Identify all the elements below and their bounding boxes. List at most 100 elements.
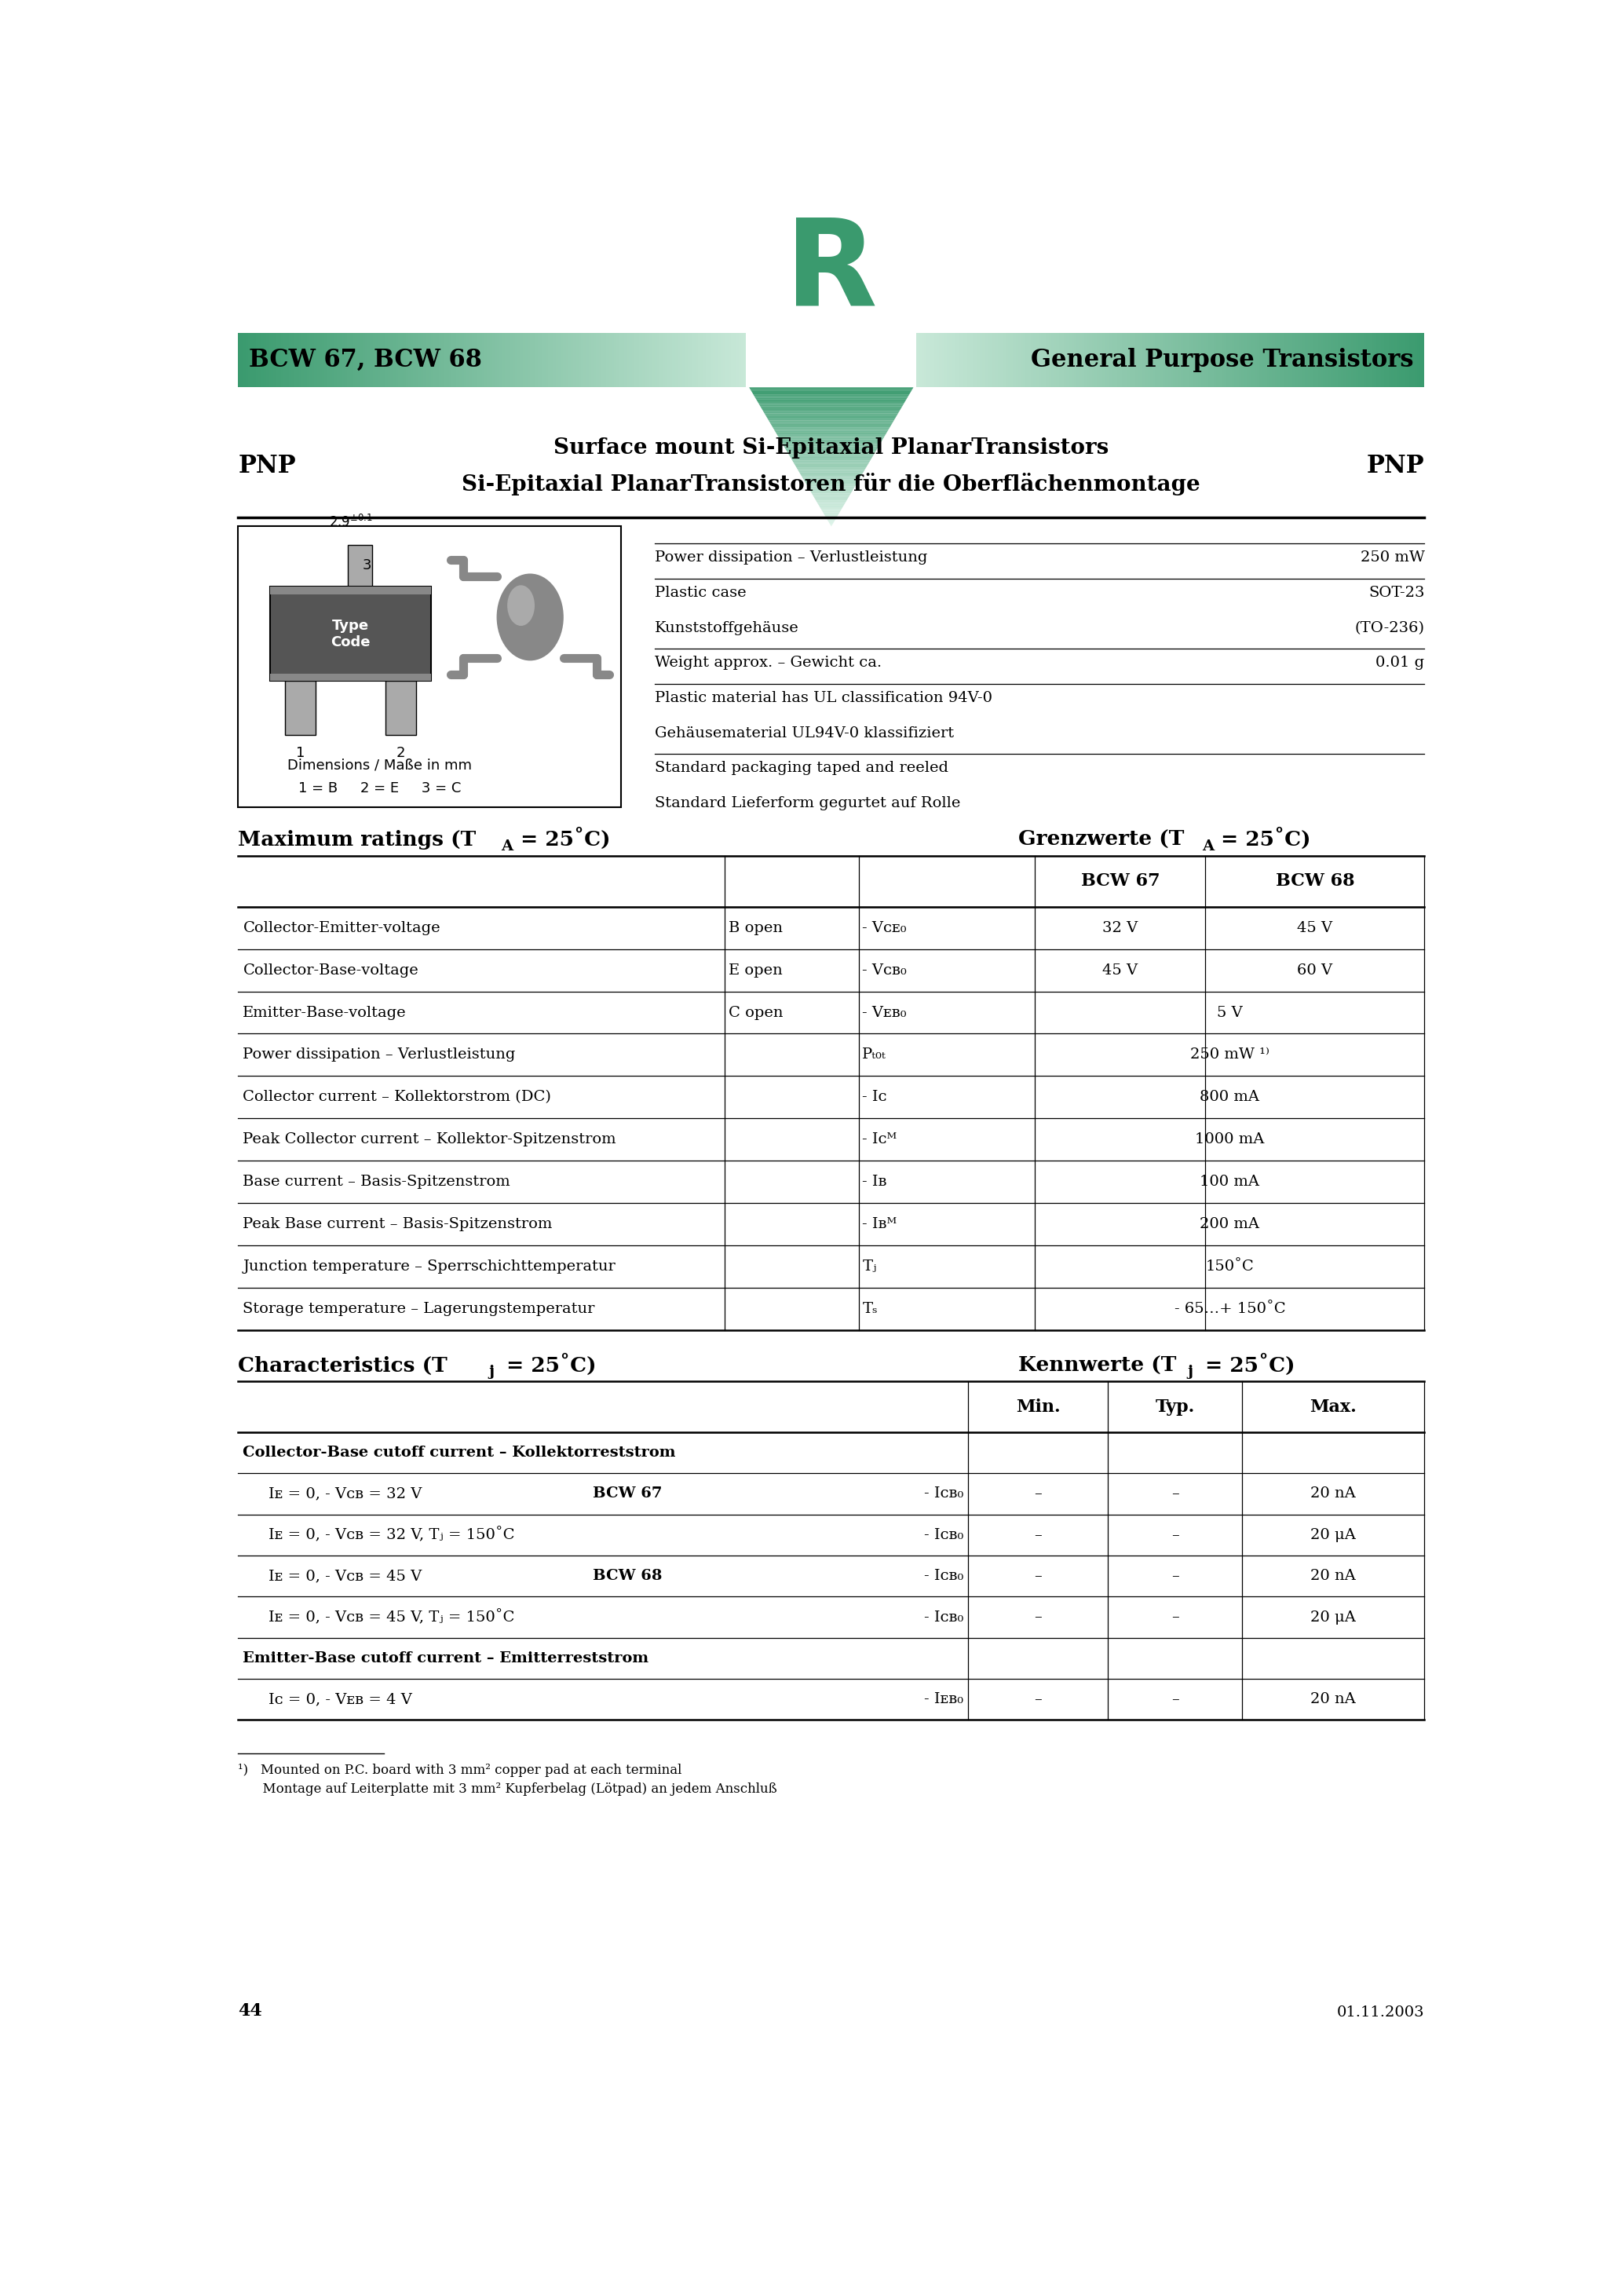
Bar: [269, 333, 271, 388]
Bar: [302, 333, 303, 388]
Bar: [962, 333, 965, 388]
Text: Surface mount Si-Epitaxial PlanarTransistors: Surface mount Si-Epitaxial PlanarTransis…: [553, 436, 1109, 459]
Bar: [391, 333, 393, 388]
Text: –: –: [1171, 1568, 1179, 1584]
Bar: [1036, 333, 1038, 388]
Text: 5 V: 5 V: [1216, 1006, 1242, 1019]
Bar: [1095, 333, 1096, 388]
Bar: [477, 333, 480, 388]
Bar: [1249, 333, 1252, 388]
Bar: [1252, 333, 1254, 388]
Bar: [378, 333, 380, 388]
Bar: [1041, 333, 1043, 388]
Text: A: A: [1202, 840, 1213, 854]
Bar: [329, 333, 333, 388]
Bar: [1221, 333, 1225, 388]
Text: 32 V: 32 V: [1103, 921, 1139, 934]
Bar: [248, 333, 251, 388]
Bar: [696, 333, 697, 388]
Bar: [251, 333, 253, 388]
Bar: [675, 333, 678, 388]
Bar: [514, 333, 517, 388]
Bar: [495, 333, 498, 388]
Bar: [1225, 333, 1226, 388]
Bar: [1418, 333, 1419, 388]
Bar: [926, 333, 929, 388]
Bar: [706, 333, 707, 388]
Bar: [642, 333, 644, 388]
Bar: [1200, 333, 1204, 388]
Bar: [1028, 333, 1030, 388]
Text: j: j: [488, 1364, 495, 1380]
Bar: [1392, 333, 1393, 388]
Bar: [1046, 333, 1048, 388]
Bar: [503, 333, 504, 388]
Text: Plastic material has UL classification 94V-0: Plastic material has UL classification 9…: [655, 691, 993, 705]
Text: Junction temperature – Sperrschichttemperatur: Junction temperature – Sperrschichttempe…: [243, 1261, 616, 1274]
Bar: [1106, 333, 1109, 388]
Text: 2.5
max: 2.5 max: [409, 604, 440, 631]
Bar: [279, 333, 281, 388]
Bar: [472, 333, 474, 388]
Text: Iᴇ = 0, - Vᴄʙ = 45 V, Tⱼ = 150˚C: Iᴇ = 0, - Vᴄʙ = 45 V, Tⱼ = 150˚C: [269, 1609, 514, 1626]
Bar: [1397, 333, 1400, 388]
Bar: [365, 333, 368, 388]
Text: –: –: [1171, 1488, 1179, 1502]
Bar: [1007, 333, 1011, 388]
Bar: [1176, 333, 1178, 388]
Text: 800 mA: 800 mA: [1200, 1091, 1260, 1104]
Bar: [1074, 333, 1077, 388]
Bar: [1231, 333, 1234, 388]
Bar: [423, 333, 427, 388]
Bar: [334, 333, 337, 388]
Text: 45 V: 45 V: [1103, 962, 1139, 978]
Bar: [1387, 333, 1388, 388]
Bar: [1364, 333, 1366, 388]
Bar: [487, 333, 490, 388]
Bar: [285, 680, 316, 735]
Bar: [733, 333, 736, 388]
Text: 0.01 g: 0.01 g: [1375, 657, 1424, 670]
Bar: [1302, 333, 1306, 388]
Bar: [1119, 333, 1122, 388]
Bar: [579, 333, 581, 388]
Bar: [1096, 333, 1100, 388]
Text: = 25˚C): = 25˚C): [1199, 1352, 1294, 1375]
Text: Iᴄ = 0, - Vᴇʙ = 4 V: Iᴄ = 0, - Vᴇʙ = 4 V: [269, 1692, 412, 1706]
Text: BCW 67, BCW 68: BCW 67, BCW 68: [250, 349, 482, 372]
Text: Montage auf Leiterplatte mit 3 mm² Kupferbelag (Lötpad) an jedem Anschluß: Montage auf Leiterplatte mit 3 mm² Kupfe…: [238, 1782, 777, 1795]
Text: (TO-236): (TO-236): [1354, 620, 1424, 636]
Bar: [530, 333, 532, 388]
Bar: [725, 333, 728, 388]
Bar: [1048, 333, 1051, 388]
Bar: [568, 333, 571, 388]
Bar: [980, 333, 983, 388]
Text: –: –: [1171, 1609, 1179, 1623]
Bar: [1090, 333, 1092, 388]
Bar: [1212, 333, 1213, 388]
Bar: [266, 333, 269, 388]
Bar: [920, 333, 921, 388]
Bar: [1317, 333, 1320, 388]
Text: Max.: Max.: [1311, 1398, 1356, 1414]
Text: 20 μA: 20 μA: [1311, 1527, 1356, 1543]
Bar: [573, 333, 576, 388]
Text: 3: 3: [363, 558, 371, 572]
Text: 20 nA: 20 nA: [1311, 1568, 1356, 1584]
Bar: [1289, 333, 1293, 388]
Bar: [1083, 333, 1087, 388]
Bar: [1213, 333, 1216, 388]
Bar: [294, 333, 297, 388]
Bar: [1366, 333, 1369, 388]
Text: 0.4: 0.4: [321, 549, 342, 565]
Bar: [1375, 333, 1379, 388]
Bar: [714, 333, 715, 388]
Text: R: R: [785, 214, 878, 331]
Bar: [1280, 333, 1283, 388]
Bar: [1341, 333, 1343, 388]
Bar: [629, 333, 633, 388]
Bar: [1204, 333, 1207, 388]
Bar: [444, 333, 446, 388]
Bar: [741, 333, 743, 388]
Bar: [298, 333, 302, 388]
